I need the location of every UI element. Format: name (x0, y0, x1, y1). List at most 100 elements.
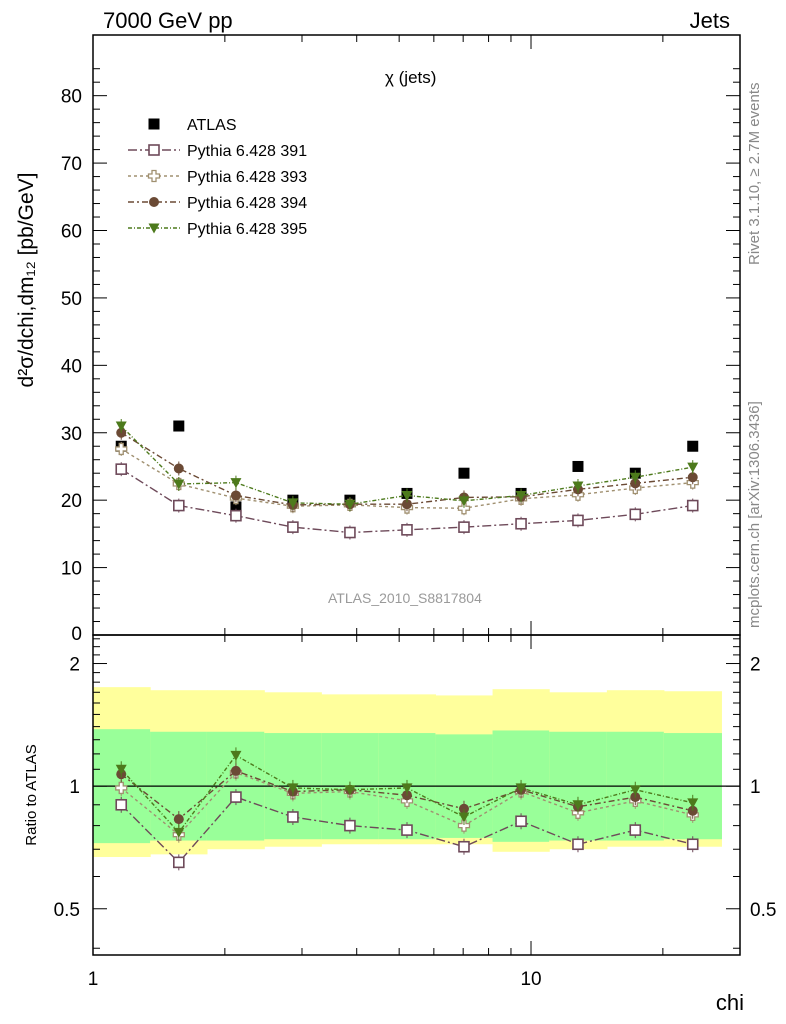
data-point (401, 490, 413, 501)
data-point (458, 467, 470, 479)
y-tick-label: 60 (61, 222, 82, 243)
ratio-point (173, 856, 185, 869)
main-plot-series (115, 419, 699, 540)
data-point (515, 517, 527, 530)
legend-marker (148, 118, 160, 130)
legend-marker (149, 197, 159, 207)
ratio-frame (92, 634, 741, 956)
ratio-point (458, 840, 470, 853)
series-pythia-6-428-391 (115, 462, 699, 540)
header-left: 7000 GeV pp (103, 8, 233, 33)
header-right: Jets (689, 8, 730, 33)
ratio-point (458, 812, 470, 823)
plot-frames: 1 10 0 10 20 30 40 50 60 70 80 0.5 0.5 1 1 2 2 (54, 34, 776, 990)
ratio-point (572, 800, 584, 811)
ratio-point (686, 838, 699, 851)
ratio-y-axis-label: Ratio to ATLAS (23, 744, 40, 846)
ratio-y-tick-label-right: 2 (750, 655, 761, 676)
data-point (572, 514, 584, 527)
data-point (401, 499, 412, 510)
legend-entry: ATLAS (148, 117, 237, 134)
data-point (287, 498, 299, 509)
uncertainty-bands (93, 687, 740, 857)
rivet-version-text: Rivet 3.1.10, ≥ 2.7M events (746, 82, 763, 266)
plot-title: χ (jets) (385, 68, 437, 87)
data-point (344, 526, 356, 539)
data-point (115, 442, 128, 456)
y-tick-label: 40 (61, 356, 82, 377)
ratio-point (230, 791, 242, 803)
ratio-point (401, 824, 413, 836)
legend-entry: Pythia 6.428 391 (128, 143, 307, 160)
legend: ATLAS Pythia 6.428 391 Pythia 6.428 393 Pyt… (128, 117, 307, 238)
data-point (458, 521, 470, 533)
y-tick-label: 0 (71, 624, 82, 645)
ratio-series-pythia-6-428-395 (115, 747, 699, 841)
data-point (230, 478, 242, 489)
ratio-point (458, 803, 469, 814)
ratio-point (230, 765, 241, 776)
ratio-point (401, 783, 413, 794)
y-tick-label: 30 (61, 424, 82, 445)
ratio-point (344, 819, 356, 832)
ratio-point (287, 811, 299, 823)
ratio-point (515, 783, 527, 794)
ratio-point (173, 827, 185, 838)
ratio-y-tick-label-left: 1 (69, 777, 80, 798)
ratio-y-tick-label-right: 1 (750, 777, 761, 798)
y-tick-label: 70 (61, 154, 82, 175)
data-point (457, 502, 471, 515)
data-point (230, 490, 241, 501)
data-point (115, 463, 128, 475)
legend-label: Pythia 6.428 391 (187, 143, 307, 160)
x-axis-label: chi (715, 990, 744, 1015)
main-y-axis-label: d²σ/dchi,dm₁₂ [pb/GeV] (15, 172, 38, 388)
legend-marker (148, 144, 160, 156)
data-point (686, 499, 699, 512)
data-point (572, 481, 584, 492)
ratio-plot-series (115, 747, 699, 871)
ratio-point (515, 815, 527, 828)
y-tick-label: 50 (61, 289, 82, 310)
legend-marker (147, 169, 161, 183)
series-pythia-6-428-395 (115, 419, 699, 512)
legend-entry: Pythia 6.428 393 (128, 169, 307, 186)
data-point (173, 420, 185, 432)
legend-label: Pythia 6.428 394 (187, 195, 307, 212)
ratio-y-tick-label-left: 2 (69, 655, 80, 676)
ratio-point (629, 785, 641, 796)
series-line (120, 425, 693, 505)
legend-marker (148, 223, 160, 234)
data-point (572, 460, 584, 472)
data-point (344, 499, 356, 510)
ratio-point (287, 783, 299, 794)
ratio-point (173, 814, 184, 825)
y-tick-label: 80 (61, 87, 82, 108)
data-point (173, 479, 185, 490)
mcplots-text: mcplots.cern.ch [arXiv:1306.3436] (746, 401, 763, 628)
ratio-point (687, 798, 699, 809)
ratio-point (344, 785, 356, 796)
data-point (458, 496, 470, 507)
data-point (401, 524, 413, 536)
ratio-point (230, 750, 242, 761)
data-point (173, 499, 185, 512)
data-point (287, 521, 299, 533)
data-point (629, 508, 642, 521)
legend-label: Pythia 6.428 395 (187, 221, 307, 238)
legend-label: ATLAS (187, 117, 237, 134)
ratio-point (115, 764, 127, 775)
legend-entry: Pythia 6.428 395 (128, 221, 307, 238)
ratio-point (629, 824, 642, 836)
ratio-point (115, 781, 128, 795)
x-tick-label: 10 (520, 969, 541, 990)
ratio-point (115, 798, 128, 811)
ratio-y-tick-label-left: 0.5 (54, 900, 80, 921)
data-point (230, 501, 242, 513)
data-point (687, 462, 699, 473)
data-point (629, 472, 641, 483)
y-tick-label: 10 (61, 559, 82, 580)
ratio-series-pythia-6-428-391 (115, 789, 699, 871)
data-point (230, 509, 242, 522)
ratio-point (457, 819, 471, 832)
